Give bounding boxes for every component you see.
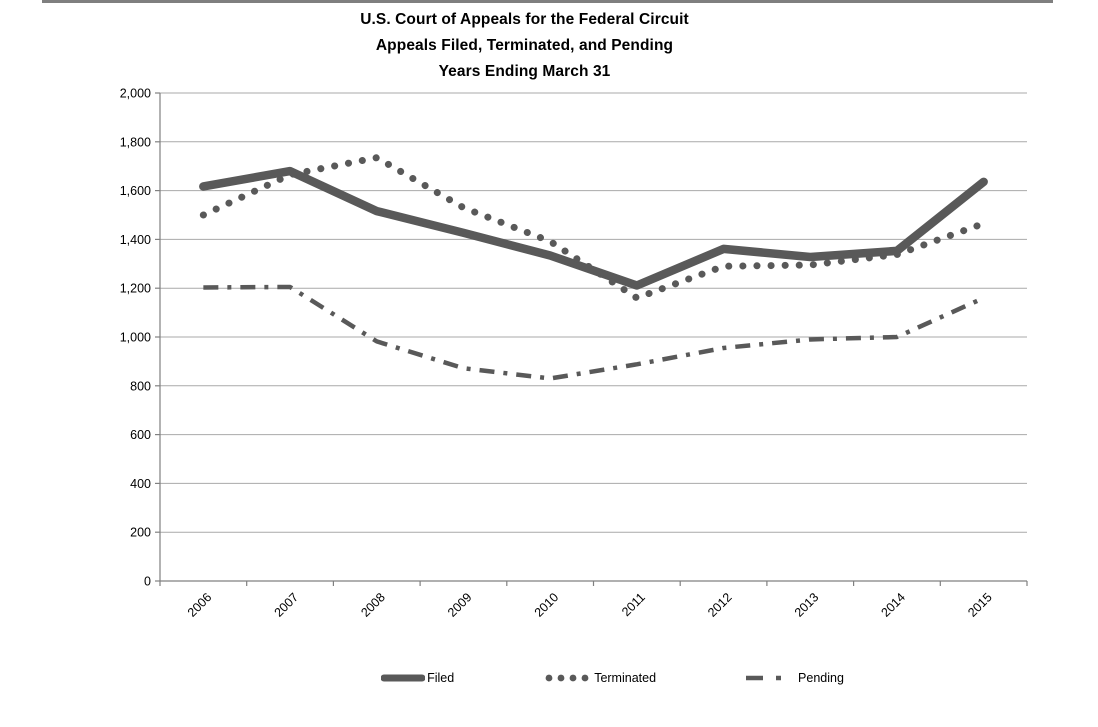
chart-title-line3: Years Ending March 31 — [438, 63, 611, 80]
series-line-terminated — [199, 154, 988, 302]
terminated-dotted-swatch-icon — [545, 674, 589, 682]
x-axis-label: 2006 — [185, 590, 215, 620]
y-axis-label: 1,600 — [120, 184, 151, 198]
series-line-pending — [203, 284, 985, 381]
legend-item-terminated: Terminated — [542, 671, 656, 685]
y-axis-label: 400 — [130, 477, 151, 491]
y-axis-label: 1,200 — [120, 282, 151, 296]
legend-item-filed: Filed — [381, 671, 454, 685]
y-axis-label: 1,000 — [120, 331, 151, 345]
y-axis-label: 0 — [144, 575, 151, 589]
chart-title: U.S. Court of Appeals for the Federal Ci… — [0, 7, 1049, 85]
chart-title-line2: Appeals Filed, Terminated, and Pending — [375, 37, 674, 54]
legend-swatch-shape — [557, 674, 565, 682]
y-axis-label: 200 — [130, 526, 151, 540]
x-axis-label: 2011 — [619, 590, 648, 619]
filed-line-swatch-icon — [381, 674, 426, 682]
x-axis-label: 2015 — [965, 590, 995, 620]
chart-legend: Filed Terminated Pending — [125, 671, 1098, 685]
legend-swatch-shape — [581, 674, 589, 682]
top-border-rule — [42, 0, 1053, 3]
x-axis-label: 2007 — [272, 590, 302, 620]
y-axis-label: 2,000 — [120, 87, 151, 101]
series-line-filed — [199, 166, 988, 290]
legend-swatch-shape — [569, 674, 577, 682]
legend-label-filed: Filed — [427, 671, 455, 685]
chart-title-line1: U.S. Court of Appeals for the Federal Ci… — [360, 11, 689, 28]
y-axis-label: 1,400 — [120, 233, 151, 247]
legend-label-pending: Pending — [798, 671, 844, 685]
y-axis-label: 1,800 — [120, 135, 151, 149]
x-axis-label: 2013 — [792, 590, 822, 620]
x-axis-label: 2014 — [879, 590, 909, 620]
x-axis-label: 2009 — [445, 590, 475, 620]
pending-dashdot-swatch-icon — [746, 675, 795, 681]
x-axis-label: 2010 — [532, 590, 562, 620]
y-axis-label: 800 — [130, 379, 151, 393]
legend-item-pending: Pending — [744, 671, 844, 685]
legend-label-terminated: Terminated — [594, 671, 657, 685]
y-axis-label: 600 — [130, 428, 151, 442]
x-axis-label: 2008 — [358, 590, 388, 620]
x-axis-label: 2012 — [705, 590, 735, 620]
legend-swatch-shape — [545, 674, 553, 682]
